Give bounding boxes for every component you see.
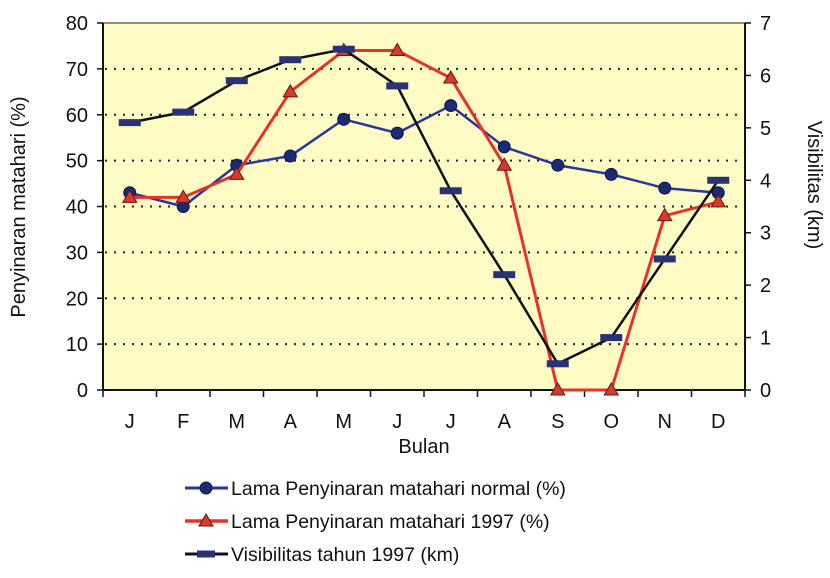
series-2 [121,42,727,396]
plot-background [103,23,745,390]
y-tick-label: 80 [66,13,88,35]
data-point [656,207,673,222]
legend-label: Lama Penyinaran matahari normal (%) [231,478,566,500]
data-point [332,45,355,53]
y-tick-label: 20 [66,288,88,310]
data-point [549,382,566,396]
x-tick-label: A [284,411,298,433]
y-tick-label: 10 [66,334,88,356]
legend-label: Visibilitas tahun 1997 (km) [231,544,459,566]
axis-ticks [97,22,751,397]
x-tick-label: S [551,411,564,433]
y-axis-title: Penyinaran matahari (%) [8,96,30,317]
data-point [282,83,299,98]
data-point [279,56,302,64]
x-tick-label: J [125,411,135,433]
x-tick-label: N [658,411,672,433]
legend-item: Lama Penyinaran matahari 1997 (%) [185,511,550,533]
data-point [439,187,462,195]
y2-tick-label: 4 [760,170,771,192]
y-tick-label: 70 [66,59,88,81]
data-point [496,157,513,171]
x-tick-label: O [603,411,619,433]
data-point [442,70,459,84]
series-line [129,47,720,366]
x-tick-label: D [711,411,725,433]
series-3 [118,45,730,368]
data-point [175,189,192,203]
data-point [603,382,620,396]
x-tick-label: J [446,411,456,433]
data-point [497,140,511,154]
data-point [493,271,516,279]
data-point [283,149,297,163]
legend-label: Lama Penyinaran matahari 1997 (%) [231,511,550,533]
legend-item: Visibilitas tahun 1997 (km) [185,544,459,566]
legend-marker [198,513,214,527]
data-point [707,176,730,184]
y-tick-label: 60 [66,105,88,127]
series-layer [118,42,730,396]
y-tick-label: 0 [77,380,88,402]
y-tick-label: 30 [66,242,88,264]
data-point [228,166,245,180]
series-line [129,49,719,392]
y2-tick-label: 7 [760,13,771,35]
data-point [225,77,248,85]
legend-marker [199,481,213,495]
x-tick-label: M [335,411,352,433]
y2-tick-label: 3 [760,223,771,245]
data-point [604,167,618,181]
legend-marker [197,550,215,558]
data-point [653,255,676,263]
data-point [389,42,406,57]
x-tick-label: A [498,411,512,433]
data-point [390,126,404,140]
y-tick-label: 40 [66,197,88,219]
data-point [444,99,458,113]
y2-tick-label: 1 [760,328,771,350]
data-point [710,193,727,208]
y2-axis-title: Visibilitas (km) [803,121,825,250]
data-point [546,360,569,368]
y2-tick-label: 0 [760,380,771,402]
data-point [118,119,141,127]
data-point [121,189,138,203]
legend: Lama Penyinaran matahari normal (%) Lama … [185,478,566,566]
y2-tick-label: 5 [760,118,771,140]
data-point [172,108,195,116]
y2-tick-label: 2 [760,275,771,297]
data-point [386,82,409,90]
data-point [658,181,672,195]
legend-item: Lama Penyinaran matahari normal (%) [185,478,566,500]
series-line [129,104,719,208]
data-point [337,112,351,126]
x-tick-label: M [228,411,245,433]
data-point [551,158,565,172]
x-axis-title: Bulan [398,436,449,458]
y2-tick-label: 6 [760,65,771,87]
data-point [600,334,623,342]
x-tick-label: J [392,411,402,433]
tick-labels: 0 10 20 30 40 50 60 70 80 0 1 2 3 4 5 6 7 J F M A M J J A S O N D [66,13,771,433]
y-tick-label: 50 [66,151,88,173]
x-tick-label: F [177,411,189,433]
